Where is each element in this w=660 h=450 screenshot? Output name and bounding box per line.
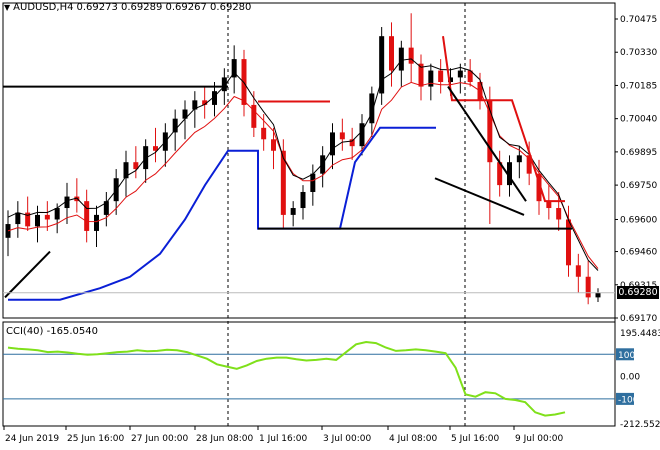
candle-body <box>536 173 542 202</box>
candle-body <box>153 146 158 151</box>
time-label: 24 Jun 2019 <box>5 434 59 444</box>
symbol-timeframe: AUDUSD,H4 <box>13 2 74 13</box>
candle-body <box>103 201 109 215</box>
candle-body <box>339 132 345 140</box>
candle-body <box>15 212 21 225</box>
candle-body <box>526 155 532 174</box>
price-label: 0.69170 <box>620 314 657 324</box>
candle-body <box>5 224 11 238</box>
price-label: 0.69460 <box>620 248 657 258</box>
candle-body <box>556 208 562 220</box>
candle-body <box>349 139 355 147</box>
candle-body <box>310 173 316 192</box>
time-label: 25 Jun 16:00 <box>67 434 124 444</box>
ma-black-line <box>7 58 599 271</box>
candle-body <box>330 132 335 156</box>
candle-body <box>54 208 60 220</box>
time-label: 4 Jul 08:00 <box>389 434 438 444</box>
candle-body <box>261 127 267 140</box>
candle-body <box>64 196 70 209</box>
price-label: 0.69315 <box>620 281 657 291</box>
lower-channel-line <box>8 126 436 301</box>
price-label: 0.70475 <box>620 15 657 25</box>
candle-body <box>438 70 444 83</box>
candle-body <box>546 201 552 209</box>
time-label: 28 Jun 08:00 <box>196 434 253 444</box>
candle-body <box>408 47 414 64</box>
chart-header: ▼ AUDUSD,H4 0.69273 0.69289 0.69267 0.69… <box>4 2 251 13</box>
cci-level-tag <box>616 392 634 405</box>
price-label: 0.69895 <box>620 148 657 158</box>
candle-body <box>418 63 424 87</box>
candle-body <box>428 70 434 87</box>
candle-body <box>280 150 286 215</box>
ohlc-values: 0.69273 0.69289 0.69267 0.69280 <box>76 2 252 13</box>
price-label: 0.69600 <box>620 215 657 225</box>
candle-body <box>585 276 591 298</box>
candle-body <box>389 36 394 71</box>
time-label: 27 Jun 00:00 <box>131 434 188 444</box>
time-label: 9 Jul 00:00 <box>515 434 564 444</box>
candle-body <box>172 118 178 133</box>
candle-body <box>566 219 571 266</box>
lower-trend-line <box>434 177 525 216</box>
ma-red-line <box>7 81 599 269</box>
candle-body <box>35 214 40 227</box>
cci-axis-label: -212.5528 <box>620 420 660 430</box>
candle-body <box>448 77 453 83</box>
candle-body <box>398 47 404 71</box>
cci-axis-label: 100 <box>618 351 635 361</box>
price-label: 0.69750 <box>620 181 657 191</box>
cci-level-tag <box>616 348 634 361</box>
cci-axis-label: 0.00 <box>620 373 640 383</box>
candle-body <box>359 123 365 147</box>
candle-body <box>212 91 217 105</box>
upper-channel-line-2 <box>442 36 565 203</box>
candle-body <box>44 214 50 220</box>
cci-panel-frame <box>2 321 616 427</box>
price-label: 0.70040 <box>620 115 657 125</box>
ascending-trend-line <box>4 250 51 299</box>
cci-axis-label: 195.4483 <box>620 329 660 339</box>
time-label: 5 Jul 16:00 <box>451 434 500 444</box>
candle-body <box>379 36 385 94</box>
candle-body <box>497 162 503 186</box>
price-label: 0.70185 <box>620 81 657 91</box>
candle-body <box>487 100 493 163</box>
cci-title: CCI(40) -165.0540 <box>6 326 98 337</box>
current-price-tag: 0.69280 <box>617 286 659 299</box>
candle-body <box>202 100 208 105</box>
candle-body <box>516 155 522 163</box>
candle-body <box>507 162 512 186</box>
dropdown-triangle-icon[interactable]: ▼ <box>4 3 11 12</box>
cci-line <box>7 340 566 417</box>
candle-body <box>182 109 188 119</box>
candle-body <box>84 201 90 231</box>
candle-body <box>595 292 601 298</box>
candle-body <box>467 70 473 83</box>
candle-body <box>94 214 99 231</box>
time-label: 1 Jul 16:00 <box>259 434 308 444</box>
time-label: 3 Jul 00:00 <box>323 434 372 444</box>
candle-body <box>25 212 31 227</box>
candle-body <box>290 208 296 215</box>
candle-body <box>221 77 227 92</box>
candle-body <box>369 93 375 124</box>
candle-body <box>457 70 463 78</box>
candle-body <box>231 59 237 78</box>
candle-body <box>123 162 129 179</box>
candle-body <box>271 139 276 151</box>
cci-axis-label: -100 <box>618 395 639 405</box>
main-panel-frame <box>2 2 616 319</box>
candle-body <box>251 104 257 128</box>
price-label: 0.70330 <box>620 48 657 58</box>
candle-body <box>192 100 198 110</box>
candle-body <box>133 162 139 170</box>
candle-body <box>575 265 581 277</box>
candle-body <box>300 191 306 209</box>
descending-trend-line <box>447 86 527 202</box>
